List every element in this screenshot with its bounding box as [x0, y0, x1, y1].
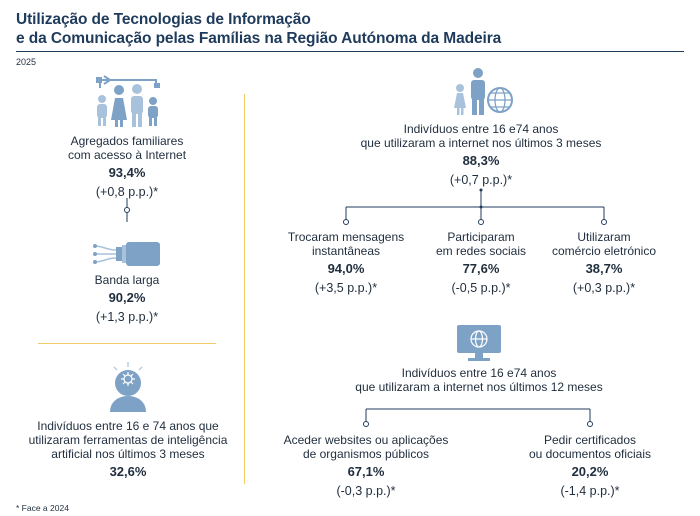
- internet-12m-block: Indivíduos entre 16 e74 anos que utiliza…: [344, 366, 614, 394]
- ai-tools-label: Indivíduos entre 16 e 74 anos que utiliz…: [28, 419, 228, 461]
- messages-change: (+3,5 p.p.)*: [314, 281, 378, 295]
- ecommerce-block: Utilizaram comércio eletrónico 38,7% (+0…: [544, 230, 664, 296]
- monitor-globe-icon: [457, 325, 501, 361]
- broadband-cable-icon: [93, 242, 160, 266]
- social-value: 77,6%: [462, 261, 500, 276]
- title-line-1: Utilização de Tecnologias de Informação: [16, 11, 311, 28]
- broadband-block: Banda larga 90,2% (+1,3 p.p.)*: [27, 273, 227, 325]
- internet-access-label: Agregados familiares com acesso à Intern…: [67, 134, 187, 162]
- vertical-separator: [244, 94, 245, 484]
- broadband-label: Banda larga: [94, 273, 160, 287]
- messages-label: Trocaram mensagens instantâneas: [287, 230, 405, 258]
- connector-dot: [363, 421, 369, 427]
- internet-3m-label: Indivíduos entre 16 e74 anos que utiliza…: [360, 122, 602, 150]
- title-divider: [16, 51, 684, 52]
- certificates-label: Pedir certificados ou documentos oficiai…: [528, 433, 652, 461]
- public-websites-block: Aceder websites ou aplicações de organis…: [271, 433, 461, 499]
- internet-access-value: 93,4%: [108, 165, 146, 180]
- connector-dot: [343, 219, 349, 225]
- footnote: * Face a 2024: [16, 503, 69, 513]
- certificates-value: 20,2%: [571, 464, 609, 479]
- ecommerce-label: Utilizaram comércio eletrónico: [551, 230, 657, 258]
- social-label: Participaram em redes sociais: [435, 230, 527, 258]
- page-title: Utilização de Tecnologias de Informação …: [16, 10, 501, 48]
- ai-head-icon: [110, 362, 146, 412]
- connector-dot: [601, 219, 607, 225]
- internet-access-change: (+0,8 p.p.)*: [95, 185, 159, 199]
- broadband-change: (+1,3 p.p.)*: [95, 310, 159, 324]
- internet-access-block: Agregados familiares com acesso à Intern…: [27, 134, 227, 200]
- connector-dot: [478, 219, 484, 225]
- social-change: (-0,5 p.p.)*: [451, 281, 511, 295]
- connector-dot: [587, 421, 593, 427]
- internet-12m-label: Indivíduos entre 16 e74 anos que utiliza…: [355, 366, 603, 394]
- public-websites-change: (-0,3 p.p.)*: [336, 484, 396, 498]
- connector-dot: [124, 207, 130, 213]
- certificates-block: Pedir certificados ou documentos oficiai…: [515, 433, 665, 499]
- horizontal-separator: [38, 343, 216, 344]
- internet-3m-change: (+0,7 p.p.)*: [449, 173, 513, 187]
- ai-tools-value: 32,6%: [109, 464, 147, 479]
- ai-tools-block: Indivíduos entre 16 e 74 anos que utiliz…: [8, 419, 248, 480]
- broadband-value: 90,2%: [108, 290, 146, 305]
- title-line-2: e da Comunicação pelas Famílias na Regiã…: [16, 30, 502, 47]
- people-globe-icon: [454, 68, 513, 115]
- internet-3m-block: Indivíduos entre 16 e74 anos que utiliza…: [351, 122, 611, 188]
- ecommerce-change: (+0,3 p.p.)*: [572, 281, 636, 295]
- messages-value: 94,0%: [327, 261, 365, 276]
- internet-3m-value: 88,3%: [462, 153, 500, 168]
- social-block: Participaram em redes sociais 77,6% (-0,…: [421, 230, 541, 296]
- ecommerce-value: 38,7%: [585, 261, 623, 276]
- public-websites-label: Aceder websites ou aplicações de organis…: [283, 433, 449, 461]
- family-icon: [96, 75, 160, 127]
- year-label: 2025: [16, 57, 37, 67]
- public-websites-value: 67,1%: [347, 464, 385, 479]
- certificates-change: (-1,4 p.p.)*: [560, 484, 620, 498]
- messages-block: Trocaram mensagens instantâneas 94,0% (+…: [276, 230, 416, 296]
